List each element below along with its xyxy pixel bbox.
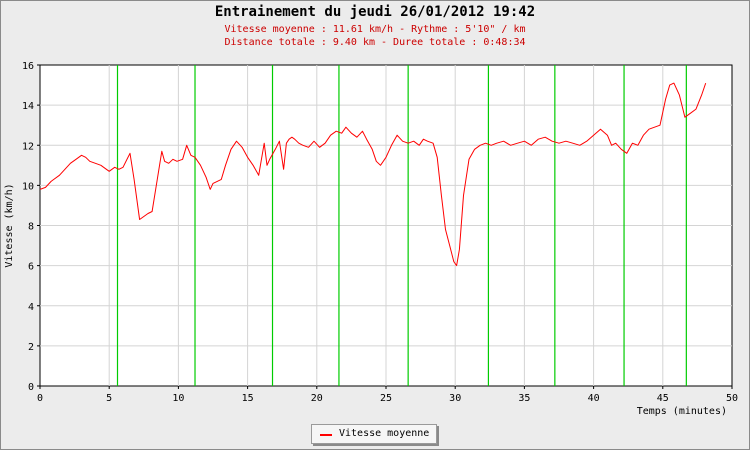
chart-subtitle-line-2: Distance totale : 9.40 km - Duree totale… xyxy=(224,37,526,48)
legend: Vitesse moyenne xyxy=(311,424,437,444)
x-tick-label: 0 xyxy=(37,393,43,404)
y-tick-label: 14 xyxy=(22,101,34,112)
chart-subtitle-line-1: Vitesse moyenne : 11.61 km/h - Rythme : … xyxy=(224,24,526,35)
x-tick-label: 25 xyxy=(380,393,392,404)
x-tick-label: 35 xyxy=(518,393,530,404)
x-tick-label: 15 xyxy=(242,393,254,404)
x-tick-label: 10 xyxy=(172,393,184,404)
y-tick-label: 10 xyxy=(22,181,34,192)
y-tick-label: 0 xyxy=(28,382,34,393)
legend-label: Vitesse moyenne xyxy=(339,428,430,439)
x-tick-label: 50 xyxy=(726,393,738,404)
series-layer xyxy=(39,82,707,267)
axis-ticks: 0 5 10 15 20 25 30 35 40 45 50 0 2 4 6 8 10 12 14 16 xyxy=(22,61,738,404)
y-tick-label: 12 xyxy=(22,141,34,152)
y-tick-label: 2 xyxy=(28,342,34,353)
x-tick-label: 30 xyxy=(449,393,461,404)
x-tick-label: 40 xyxy=(588,393,600,404)
legend-swatch xyxy=(320,434,332,436)
y-tick-label: 8 xyxy=(28,222,34,233)
y-tick-label: 4 xyxy=(28,302,34,313)
x-tick-label: 20 xyxy=(311,393,323,404)
x-tick-label: 5 xyxy=(106,393,112,404)
grid xyxy=(40,65,732,386)
lap-markers xyxy=(116,65,687,386)
y-tick-label: 16 xyxy=(22,61,34,72)
y-tick-label: 6 xyxy=(28,262,34,273)
y-axis-label: Vitesse (km/h) xyxy=(4,183,15,267)
series-line-vitesse-moyenne xyxy=(39,82,707,267)
x-axis-label: Temps (minutes) xyxy=(637,406,727,417)
chart-title: Entrainement du jeudi 26/01/2012 19:42 xyxy=(214,4,536,20)
x-tick-label: 45 xyxy=(657,393,669,404)
